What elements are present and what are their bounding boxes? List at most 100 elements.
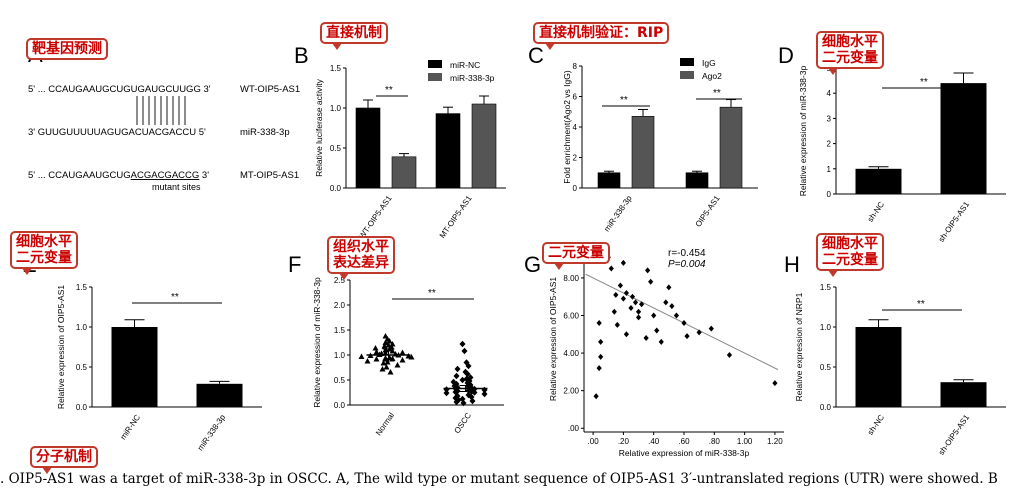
chart-f-point [471,389,478,396]
chart-b-legend-label: miR-NC [450,60,480,70]
chart-d-y-tick-label: 2 [827,140,832,149]
chart-h-y-tick-label: 0.5 [820,363,832,372]
chart-e-y-tick-label: 0.5 [76,363,88,372]
chart-h-y-tick-label: 0.0 [820,403,832,412]
chart-g-point [623,331,630,338]
chart-d-y-axis-label: Relative expression of miR-338-3p [798,66,808,197]
sig-label-h: ** [917,299,925,310]
chart-g-point [617,282,623,289]
chart-b-bar [391,156,417,189]
tag-tissue-level-line2: 表达差异 [333,255,389,271]
chart-c-y-tick-label: 4 [573,123,578,132]
chart-g-y-tick-label: 2.00 [563,387,579,396]
chart-f-point [459,376,466,384]
chart-h-y-tick-label: 1.5 [820,283,832,292]
chart-c-bar [685,172,709,189]
chart-g-regression-line [585,273,779,371]
chart-f-point [399,357,406,363]
chart-c-y-tick-label: 0 [573,184,578,193]
chart-g-point [708,325,714,332]
chart-d-x-tick-label: sh-NC [866,200,887,224]
chart-f-point [453,398,460,406]
chart-c-y-axis-label: Fold enrichment(Ago2 vs IgG) [562,70,572,184]
mt-sequence-prefix: 5' ... CCAUGAAUGCUG [28,170,131,181]
chart-f-point [387,369,394,375]
tag-target-prediction: 靶基因预测 [26,38,108,60]
tag-tissue-level-line1: 组织水平 [333,239,389,255]
chart-g-point [654,327,660,334]
panel-letter-b: B [294,43,309,68]
chart-g-y-tick-label: 4.00 [563,349,579,358]
chart-g-point [638,301,645,308]
tag-cell-level-d-line1: 细胞水平 [822,34,878,50]
chart-e-x-tick-label: miR-NC [118,413,142,442]
chart-f-point [358,353,365,359]
chart-panel-b: 0.0 0.5 1.0 1.5 Relative luciferase activity… [314,60,506,241]
chart-f-point [382,339,389,345]
chart-d-bar [940,83,987,194]
chart-h-bar [855,327,902,407]
chart-g-point [596,365,602,372]
chart-f-point [389,348,396,354]
chart-g-x-tick-label: .20 [618,437,630,446]
chart-b-legend-swatch [428,60,442,68]
chart-g-point [681,320,687,327]
sig-label-e: ** [171,292,179,303]
tag-cell-level-e-line1: 细胞水平 [16,234,72,250]
chart-b-bar [355,107,381,189]
chart-b-y-axis-label: Relative luciferase activity [314,78,324,177]
chart-g-point [669,303,675,310]
chart-c-legend-label: Ago2 [702,71,722,81]
chart-g-point [598,338,604,345]
chart-c-legend-swatch [680,58,694,66]
mutant-sites-note: mutant sites [152,182,201,192]
sig-label-d: ** [920,77,928,88]
chart-g-point [645,267,651,274]
chart-f-point [481,390,488,398]
chart-f-point [454,365,461,373]
chart-c-legend-label: IgG [702,58,716,68]
chart-f-x-tick-label: OSCC [453,411,474,435]
chart-f-point [459,340,466,348]
chart-g-point [635,308,642,315]
chart-e-y-tick-label: 1.0 [76,323,88,332]
tag-cell-level-h: 细胞水平 二元变量 [816,233,884,277]
sig-label-c2: ** [713,88,721,99]
chart-f-point [382,355,389,361]
chart-panel-h: 0.0 0.5 1.0 1.5 Relative expression of NRP1 s… [794,283,1006,457]
mt-label: MT-OIP5-AS1 [240,170,299,181]
chart-g-point [611,308,617,315]
chart-g-point [673,312,680,319]
mir-sequence: 3' GUUGUUUUUAGUGACUACGACCU 5' [28,127,206,138]
chart-g-y-tick-label: .00 [568,424,580,433]
chart-g-point [623,289,630,296]
sig-marks: ** ** ** ** ** ** ** [132,77,968,311]
chart-f-point [464,370,471,378]
chart-g-point [696,329,702,336]
chart-f-point [399,349,406,355]
mt-sequence-mutated: ACGACGACCG [131,170,200,181]
chart-g-x-axis-label: Relative expression of miR-338-3p [619,448,750,458]
tag-target-prediction-text: 靶基因预测 [32,41,102,57]
panel-letter-d: D [778,43,794,68]
chart-g-x-tick-label: .40 [648,437,660,446]
chart-panel-f: 0.0 0.5 1.0 1.5 2.0 2.5 Relative expression of… [312,276,504,437]
chart-f-point [443,389,450,397]
chart-h-y-tick-label: 1.0 [820,323,832,332]
chart-panel-d: 012345Relative expression of miR-338-3ps… [798,64,1006,244]
chart-b-x-tick-label: MT-OIP5-AS1 [438,194,474,240]
chart-b-legend-label: miR-338-3p [450,73,495,83]
chart-d-y-tick-label: 3 [827,114,832,123]
mir-label: miR-338-3p [240,127,290,138]
chart-d-y-tick-label: 0 [827,190,832,199]
chart-g-point [658,338,664,345]
chart-g-point [635,314,642,321]
chart-e-bar [196,383,243,407]
chart-g-point [596,320,602,327]
chart-f-point [379,366,386,372]
chart-g-y-tick-label: 6.00 [563,312,579,321]
sig-label-f: ** [428,288,436,299]
panel-a-sequences: 5' ... CCAUGAAUGCUGUGAUGCUUGG 3' WT-OIP5… [28,84,300,192]
chart-b-y-tick-label: 1.0 [330,104,342,113]
chart-g-point [648,278,654,285]
